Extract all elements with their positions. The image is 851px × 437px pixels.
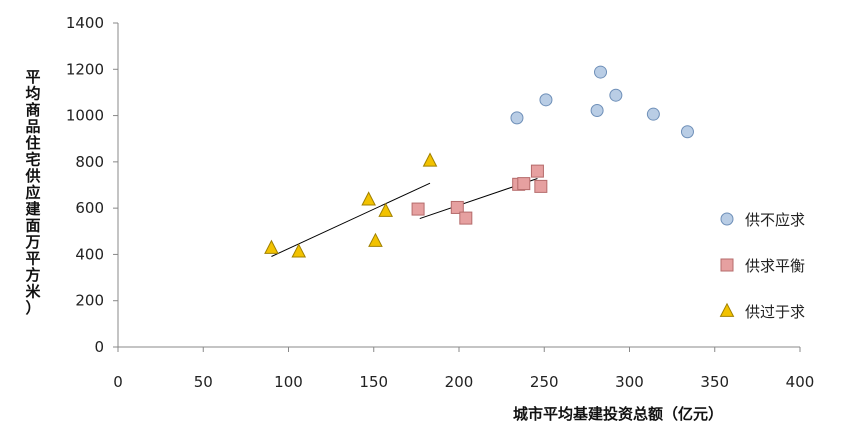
trendline (271, 182, 431, 257)
data-point-triangle (368, 232, 383, 247)
data-point-triangle (422, 152, 438, 167)
y-axis-title-char: 应 (25, 184, 40, 202)
x-tick-label: 150 (359, 373, 388, 391)
legend-marker-triangle (719, 302, 735, 317)
data-point-triangle (264, 239, 279, 254)
x-tick-label: 250 (530, 373, 559, 391)
y-axis-title-char: 宅 (25, 151, 40, 169)
x-tick-label: 50 (194, 373, 213, 391)
data-point-square (411, 202, 425, 216)
y-axis-title-char: 面 (25, 217, 40, 235)
y-axis-title-char: 米 (25, 283, 41, 301)
y-axis-title-char: 建 (25, 200, 41, 218)
data-point-square (459, 211, 473, 225)
y-axis-title-char: 品 (25, 118, 40, 136)
x-tick-label: 300 (615, 373, 644, 391)
data-point-triangle (378, 202, 394, 217)
data-point-circle (680, 125, 694, 139)
y-axis-title-char: 商 (25, 101, 40, 119)
data-point-circle (646, 107, 660, 121)
data-point-triangle (291, 243, 307, 258)
data-point-square (530, 164, 544, 178)
y-tick-label: 400 (75, 245, 104, 263)
y-tick-label: 1400 (66, 14, 104, 32)
y-axis-title-char: 方 (25, 266, 40, 284)
y-axis-title-char: 万 (24, 233, 40, 251)
legend-label: 供不应求 (745, 211, 805, 229)
legend-label: 供过于求 (745, 303, 805, 321)
y-axis-title-char: 供 (24, 167, 40, 185)
x-tick-label: 100 (274, 373, 303, 391)
y-tick-label: 800 (75, 153, 104, 171)
x-tick-label: 350 (700, 373, 729, 391)
data-point-square (534, 179, 548, 193)
x-axis-ticks: 0 50 100 150 200 250 300 350 400 (113, 347, 814, 391)
y-axis-ticks: 0 200 400 600 800 1000 1200 1400 (66, 14, 118, 356)
trendlines (271, 178, 538, 257)
y-axis-title-char: 平 (25, 68, 40, 86)
y-axis-title-char: 平 (25, 250, 40, 268)
legend-label: 供求平衡 (745, 257, 805, 275)
x-axis-title: 城市平均基建投资总额（亿元） (513, 405, 723, 423)
data-point-square (517, 177, 531, 191)
axes (117, 23, 800, 348)
y-tick-label: 0 (94, 338, 104, 356)
data-point-circle (510, 111, 524, 125)
legend-marker-square (720, 258, 734, 272)
x-tick-label: 400 (786, 373, 815, 391)
data-point-triangle (361, 191, 376, 206)
x-tick-label: 200 (445, 373, 474, 391)
y-axis-title-char: 住 (25, 134, 40, 152)
y-tick-label: 1200 (66, 60, 104, 78)
y-axis-title-char: 均 (25, 85, 40, 103)
y-tick-label: 600 (75, 199, 104, 217)
data-point-circle (539, 93, 553, 107)
data-point-circle (590, 103, 604, 117)
y-axis-title-char: ） (25, 299, 40, 317)
legend-marker-circle (720, 212, 734, 226)
y-tick-label: 1000 (66, 107, 104, 125)
y-tick-label: 200 (75, 292, 104, 310)
data-point-circle (609, 88, 623, 102)
data-point-square (450, 200, 464, 214)
data-point-circle (594, 65, 608, 79)
x-tick-label: 0 (113, 373, 123, 391)
data-points (264, 65, 694, 258)
